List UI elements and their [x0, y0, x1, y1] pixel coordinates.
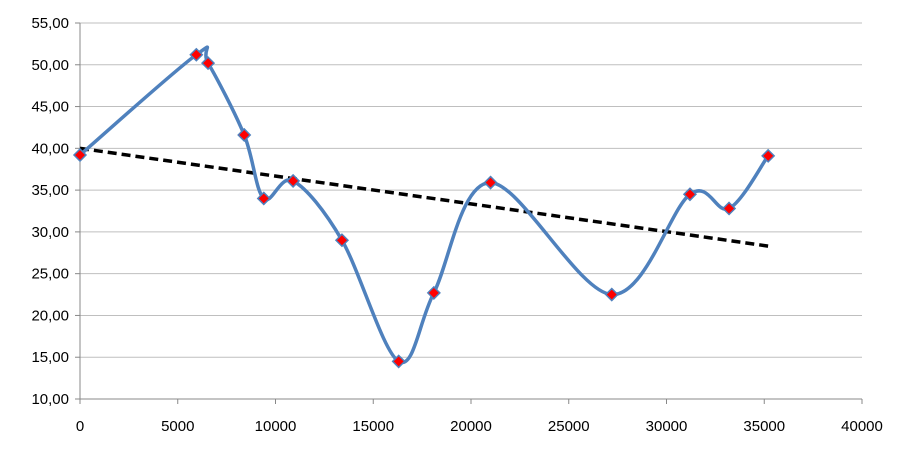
x-tick-label: 30000: [646, 418, 688, 435]
y-tick-label: 40,00: [31, 140, 69, 157]
data-point-marker-0: [72, 147, 88, 163]
trendline-layer: [79, 146, 769, 248]
data-point-marker-13: [761, 148, 776, 163]
x-tick-label: 25000: [548, 418, 590, 435]
x-tick-label: 15000: [352, 418, 394, 435]
x-axis-tick-labels: 0 5000 10000 15000 20000 25000 30000 35000 40000: [76, 418, 883, 435]
data-point-marker-11: [682, 187, 698, 202]
y-tick-label: 25,00: [31, 266, 69, 283]
y-tick-label: 35,00: [31, 182, 69, 199]
data-point-marker-1: [189, 47, 204, 62]
y-tick-label: 50,00: [31, 57, 69, 74]
x-tick-label: 0: [76, 418, 84, 435]
x-tick-label: 10000: [255, 418, 297, 435]
data-point-marker-5: [286, 173, 301, 188]
y-tick-label: 45,00: [31, 99, 69, 116]
data-point-marker-9: [483, 175, 498, 190]
data-point-marker-10: [604, 287, 619, 302]
linear-trendline: [79, 146, 769, 248]
data-point-marker-3: [237, 127, 252, 143]
gridlines: [80, 22, 862, 358]
y-axis-tick-labels: 10,00 15,00 20,00 25,00 30,00 35,00 40,00 45,00…: [31, 15, 69, 408]
x-tick-label: 5000: [161, 418, 194, 435]
x-tick-label: 20000: [450, 418, 492, 435]
y-tick-label: 15,00: [31, 349, 69, 366]
y-tick-label: 20,00: [31, 307, 69, 324]
data-point-marker-4: [256, 191, 271, 206]
data-point-marker-12: [721, 201, 737, 216]
y-tick-label: 55,00: [31, 15, 69, 32]
y-tick-label: 30,00: [31, 224, 69, 241]
axes: [75, 22, 863, 404]
marker-layer: [72, 47, 776, 369]
data-point-marker-2: [200, 56, 216, 71]
x-tick-label: 35000: [743, 418, 785, 435]
data-point-marker-7: [391, 354, 406, 369]
x-tick-label: 40000: [841, 418, 883, 435]
y-tick-label: 10,00: [31, 391, 69, 408]
data-point-marker-8: [426, 285, 441, 300]
data-point-marker-6: [334, 233, 350, 248]
